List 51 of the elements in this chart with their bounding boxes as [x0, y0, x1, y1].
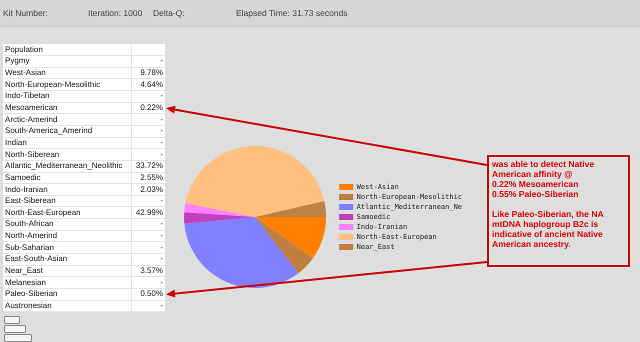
text: 42.99%	[136, 208, 163, 217]
category-label: Indo-Tibetan	[3, 90, 132, 102]
category-label: South-African	[3, 218, 132, 230]
text: Elapsed Time: 31.73 seconds	[236, 8, 348, 18]
text: -	[160, 126, 163, 136]
text: 33.72%	[136, 161, 163, 170]
text: Iteration: 1000	[88, 8, 142, 18]
category-label: Near_East	[3, 265, 132, 277]
category-label: North-East-European	[3, 206, 132, 219]
category-label: North-Amerind	[3, 230, 132, 242]
text: -	[160, 300, 163, 310]
category-label: Arctic-Amerind	[3, 114, 132, 126]
text: -	[160, 231, 163, 240]
category-label: North-Siberean	[3, 148, 132, 160]
text: -	[160, 242, 163, 252]
text: 3.57%	[140, 266, 163, 275]
category-label: Indo-Iranian	[3, 184, 132, 196]
category-label: North-European-Mesolithic	[3, 78, 132, 91]
category-label: East-Siberean	[3, 195, 132, 207]
category-label: Indian	[3, 137, 132, 149]
text: Like Paleo-Siberian, the NA mtDNA haplogroup B2c is indicative of ancient Native American ancestry.	[492, 209, 604, 249]
text: 4.64%	[140, 80, 163, 89]
text: 2.03%	[140, 184, 163, 194]
category-label: South-America_Amerind	[3, 125, 132, 138]
category-label: West-Asian	[3, 67, 132, 79]
text: 2.55%	[140, 172, 163, 182]
category-label: Samoedic	[3, 172, 132, 184]
text: Kit Number:	[3, 8, 48, 18]
text: -	[160, 254, 163, 264]
category-label: Austronesian	[3, 300, 132, 312]
text: -	[160, 278, 163, 287]
text: 0.50%	[140, 289, 163, 298]
text: 9.78%	[140, 68, 163, 78]
text: -	[160, 91, 163, 100]
text: -	[160, 114, 163, 124]
category-label: Pygmy	[3, 56, 132, 68]
category-label: Paleo-Siberian	[3, 288, 132, 300]
text: -	[160, 219, 163, 228]
text: -	[160, 150, 163, 159]
category-label: Mesoamerican	[3, 102, 132, 114]
text: -	[160, 138, 163, 147]
category-label: Atlantic_Mediterranean_Neolithic	[3, 160, 132, 172]
text: 0.22%	[140, 103, 163, 112]
text: -	[160, 56, 163, 66]
category-label: Sub-Saharian	[3, 242, 132, 254]
text: -	[160, 196, 163, 206]
text: Delta-Q:	[153, 8, 185, 18]
text: was able to detect Native American affinity @ 0.22% Mesoamerican 0.55% Paleo-Siberian	[492, 159, 596, 199]
category-label: East-South-Asian	[3, 254, 132, 266]
category-label: Melanesian	[3, 276, 132, 288]
text: Population	[3, 44, 132, 56]
